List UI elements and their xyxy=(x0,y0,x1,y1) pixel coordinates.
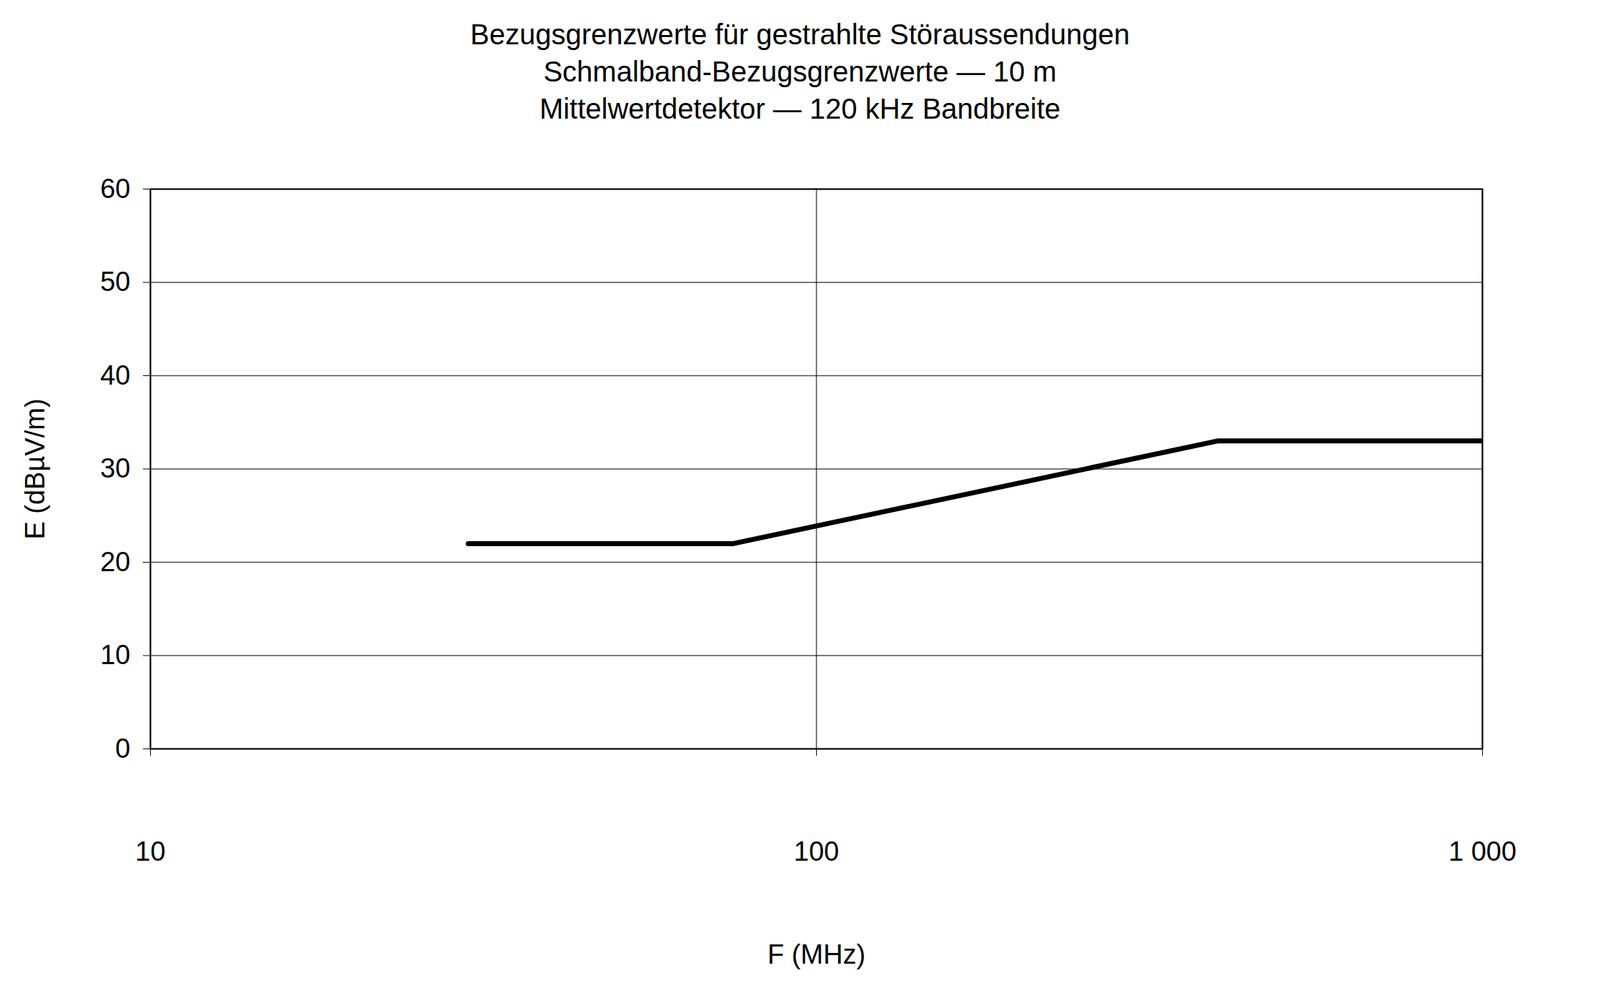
svg-text:50: 50 xyxy=(100,266,131,297)
svg-text:10: 10 xyxy=(100,639,131,670)
svg-text:20: 20 xyxy=(100,546,131,577)
svg-text:10: 10 xyxy=(135,836,166,867)
html-text:Schmalband-Bezugsgrenzwerte —: Schmalband-Bezugsgrenzwerte — 10 m xyxy=(543,55,1057,88)
svg-text:1 000: 1 000 xyxy=(1448,836,1517,867)
svg-text:60: 60 xyxy=(100,173,131,204)
html-text:Mittelwertdetektor — 120 kHz B: Mittelwertdetektor — 120 kHz Bandbreite xyxy=(539,92,1061,125)
svg-text:F (MHz): F (MHz) xyxy=(767,938,866,970)
svg-text:30: 30 xyxy=(100,453,131,484)
svg-text:0: 0 xyxy=(115,733,131,764)
html-text:Bezugsgrenzwerte für gestrahlt: Bezugsgrenzwerte für gestrahlte Störauss… xyxy=(470,18,1130,51)
svg-text:100: 100 xyxy=(793,836,839,867)
svg-text:40: 40 xyxy=(100,360,131,391)
svg-text:E (dBµV/m): E (dBµV/m) xyxy=(20,398,51,539)
